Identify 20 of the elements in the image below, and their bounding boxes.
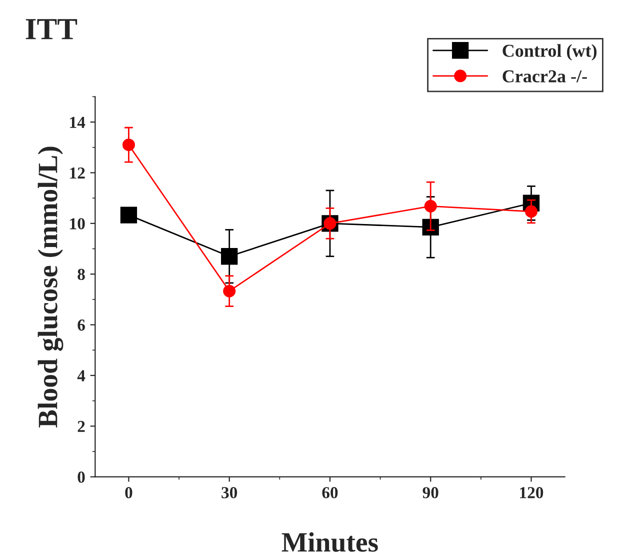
point xyxy=(120,206,138,224)
y-tick-label: 10 xyxy=(70,218,85,230)
legend-label: Cracr2a -/- xyxy=(502,70,587,82)
x-axis-title: Minutes xyxy=(282,532,378,552)
y-tick-label: 0 xyxy=(78,472,85,483)
y-tick-label: 4 xyxy=(77,370,86,382)
x-tick-label: 60 xyxy=(322,487,338,498)
point xyxy=(221,248,238,265)
y-tick-label: 2 xyxy=(78,420,85,432)
x-tick-label: 0 xyxy=(125,487,132,498)
y-axis-title: Blood glucose (mmol/L) xyxy=(38,146,64,428)
x-tick-label: 120 xyxy=(520,487,544,498)
x-tick-label: 30 xyxy=(222,487,238,498)
y-tick-label: 6 xyxy=(78,320,85,331)
y-tick-label: 14 xyxy=(70,116,86,128)
x-tick-label: 90 xyxy=(422,487,438,498)
y-tick-label: 8 xyxy=(78,268,85,280)
chart-title: ITT xyxy=(26,19,78,40)
y-tick-label: 12 xyxy=(70,167,85,179)
legend-label: Control (wt) xyxy=(502,44,596,61)
